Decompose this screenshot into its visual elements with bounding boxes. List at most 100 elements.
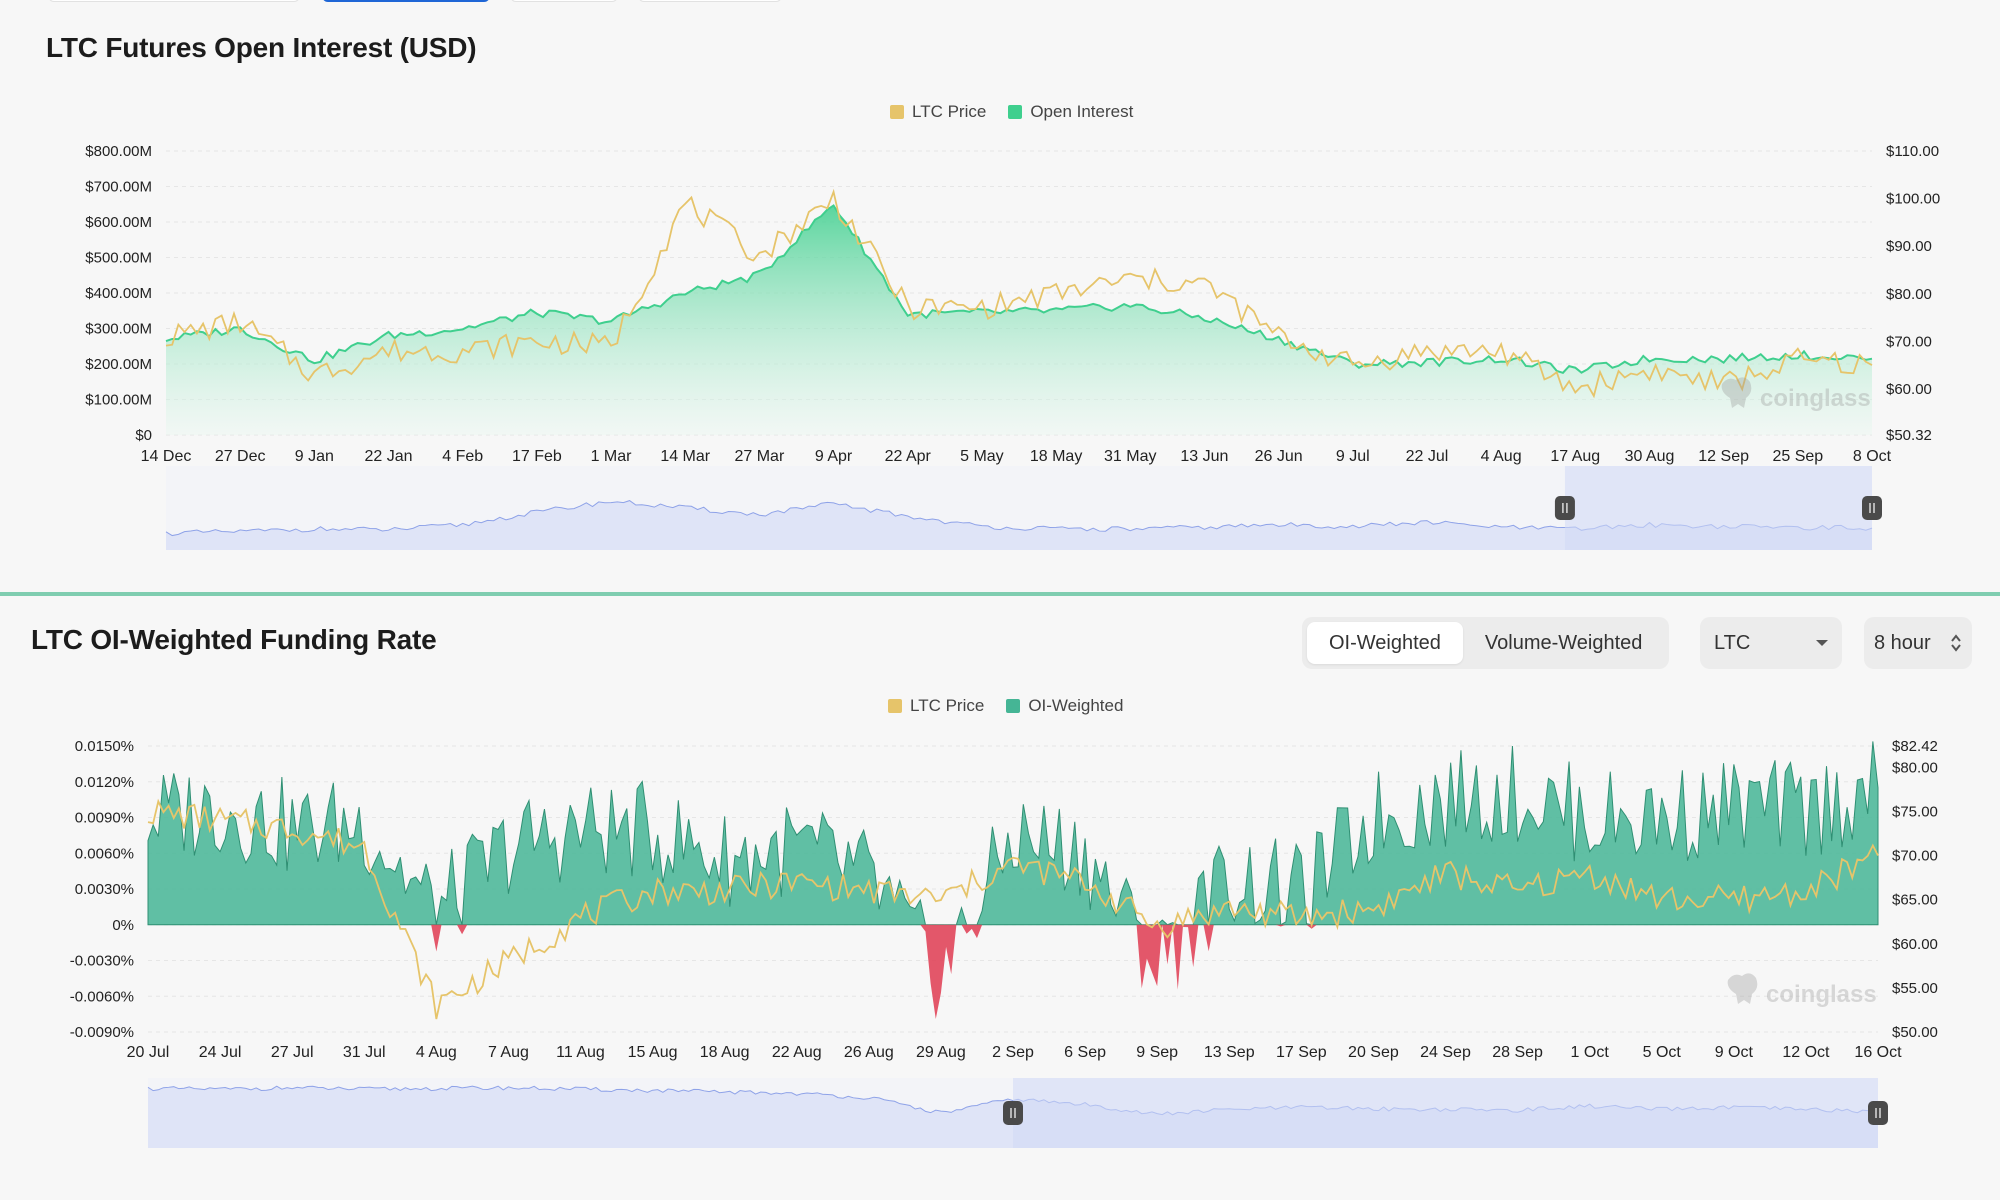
open-interest-line [165,204,1873,374]
y-left-tick-label: $200.00M [85,356,152,373]
y-right-tick-label: $90.00 [1886,238,1932,255]
y-right-tick-label: $50.00 [1892,1024,1938,1041]
x-tick-label: 13 Sep [1204,1044,1255,1061]
x-tick-label: 29 Aug [916,1044,966,1061]
y-right-tick-label: $55.00 [1892,980,1938,997]
y-left-tick-label: $800.00M [85,143,152,160]
weighting-toggle: OI-Weighted Volume-Weighted [1302,617,1670,669]
up-down-chevron-icon [1951,634,1961,652]
coinglass-watermark-text: coinglass [1760,385,1871,412]
x-tick-label: 9 Oct [1715,1044,1754,1061]
x-tick-label: 12 Sep [1698,448,1749,465]
y-left-tick-label: -0.0030% [70,953,134,970]
legend-item-price[interactable]: LTC Price [888,696,984,716]
y-left-tick-label: $300.00M [85,321,152,338]
slider-selection [1564,466,1872,550]
y-right-tick-label: $75.00 [1892,803,1938,820]
legend-label-price: LTC Price [910,696,985,715]
y-right-tick-label: $100.00 [1886,191,1940,208]
x-tick-label: 27 Jul [271,1044,314,1061]
y-right-tick-label: $50.32 [1886,427,1932,444]
x-tick-label: 27 Mar [734,448,784,465]
slider-handle-right[interactable] [1862,496,1882,520]
open-interest-area [166,205,1872,435]
y-left-tick-label: $0 [135,427,152,444]
oi-legend: LTC Price Open Interest [890,102,1133,122]
x-tick-label: 4 Feb [442,448,483,465]
top-tabs [0,0,2000,6]
legend-item-oi-weighted[interactable]: OI-Weighted [1006,696,1123,716]
x-tick-label: 20 Jul [127,1044,170,1061]
x-tick-label: 22 Jan [364,448,412,465]
oi-weighted-button[interactable]: OI-Weighted [1307,622,1463,664]
x-tick-label: 2 Sep [992,1044,1034,1061]
x-tick-label: 20 Sep [1348,1044,1399,1061]
caret-down-icon [1816,640,1828,646]
slider-handle-left[interactable] [1003,1101,1023,1125]
x-tick-label: 13 Jun [1180,448,1228,465]
x-tick-label: 11 Aug [556,1044,605,1061]
x-tick-label: 24 Sep [1420,1044,1471,1061]
y-left-tick-label: $600.00M [85,214,152,231]
price-line [165,188,1873,399]
x-tick-label: 9 Apr [815,448,853,465]
slider-handle-left[interactable] [1554,496,1575,520]
x-tick-label: 5 Oct [1643,1044,1682,1061]
x-tick-label: 15 Aug [628,1044,678,1061]
legend-swatch-price [888,699,902,713]
legend-label-open-interest: Open Interest [1030,102,1134,121]
x-tick-label: 27 Dec [215,448,266,465]
x-tick-label: 8 Oct [1853,448,1892,465]
x-tick-label: 14 Mar [660,448,710,465]
oi-panel: LTC Futures Open Interest (USD) LTC Pric… [0,0,2000,592]
x-tick-label: 9 Sep [1136,1044,1178,1061]
coinglass-watermark-text: coinglass [1766,981,1877,1008]
y-left-tick-label: $500.00M [85,250,152,267]
legend-item-price[interactable]: LTC Price [890,102,986,122]
slider-area [166,500,1872,550]
x-tick-label: 1 Oct [1571,1044,1610,1061]
slider-selection [1013,1078,1878,1148]
x-tick-label: 26 Jun [1255,448,1303,465]
y-right-tick-label: $60.00 [1892,936,1938,953]
x-tick-label: 24 Jul [199,1044,242,1061]
legend-swatch-open-interest [1008,105,1023,119]
legend-label-price: LTC Price [912,102,987,121]
x-tick-label: 18 Aug [700,1044,750,1061]
y-right-tick-label: $70.00 [1886,333,1932,350]
x-tick-label: 31 Jul [343,1044,386,1061]
interval-select[interactable]: 8 hour [1864,617,1972,669]
volume-weighted-button[interactable]: Volume-Weighted [1484,631,1643,654]
y-right-tick-label: $80.00 [1886,286,1932,303]
negative-funding-area [148,924,1878,1020]
x-tick-label: 26 Aug [844,1044,894,1061]
oi-chart: $0 $100.00M $200.00M $300.00M $400.00M $500.0… [85,143,1940,550]
y-right-tick-label: $60.00 [1886,381,1932,398]
y-left-tick-label: 0% [112,917,134,934]
y-right-tick-label: $82.42 [1892,738,1938,755]
x-tick-label: 16 Oct [1854,1044,1902,1061]
y-left-tick-label: $400.00M [85,285,152,302]
x-tick-label: 5 May [960,448,1004,465]
x-tick-label: 17 Feb [512,448,562,465]
legend-item-open-interest[interactable]: Open Interest [1008,102,1133,122]
legend-swatch-oi-weighted [1006,699,1021,713]
coin-select-value: LTC [1714,631,1751,654]
y-left-tick-label: -0.0060% [70,988,134,1005]
x-tick-label: 22 Aug [772,1044,822,1061]
funding-chart: -0.0090% -0.0060% -0.0030% 0% 0.0030% 0.0060%… [70,738,1938,1148]
x-tick-label: 28 Sep [1492,1044,1543,1061]
coin-select[interactable]: LTC [1700,617,1842,669]
y-left-tick-label: 0.0150% [75,738,134,755]
funding-legend: LTC Price OI-Weighted [888,696,1123,716]
y-right-tick-label: $65.00 [1892,892,1938,909]
legend-label-oi-weighted: OI-Weighted [1028,696,1124,715]
x-tick-label: 22 Jul [1406,448,1449,465]
funding-panel-title: LTC OI-Weighted Funding Rate [31,624,437,655]
x-tick-label: 18 May [1030,448,1082,465]
slider-handle-right[interactable] [1868,1101,1888,1125]
x-tick-label: 6 Sep [1064,1044,1106,1061]
y-right-tick-label: $110.00 [1886,143,1939,160]
oi-panel-title: LTC Futures Open Interest (USD) [46,32,477,63]
x-tick-label: 22 Apr [885,448,932,465]
